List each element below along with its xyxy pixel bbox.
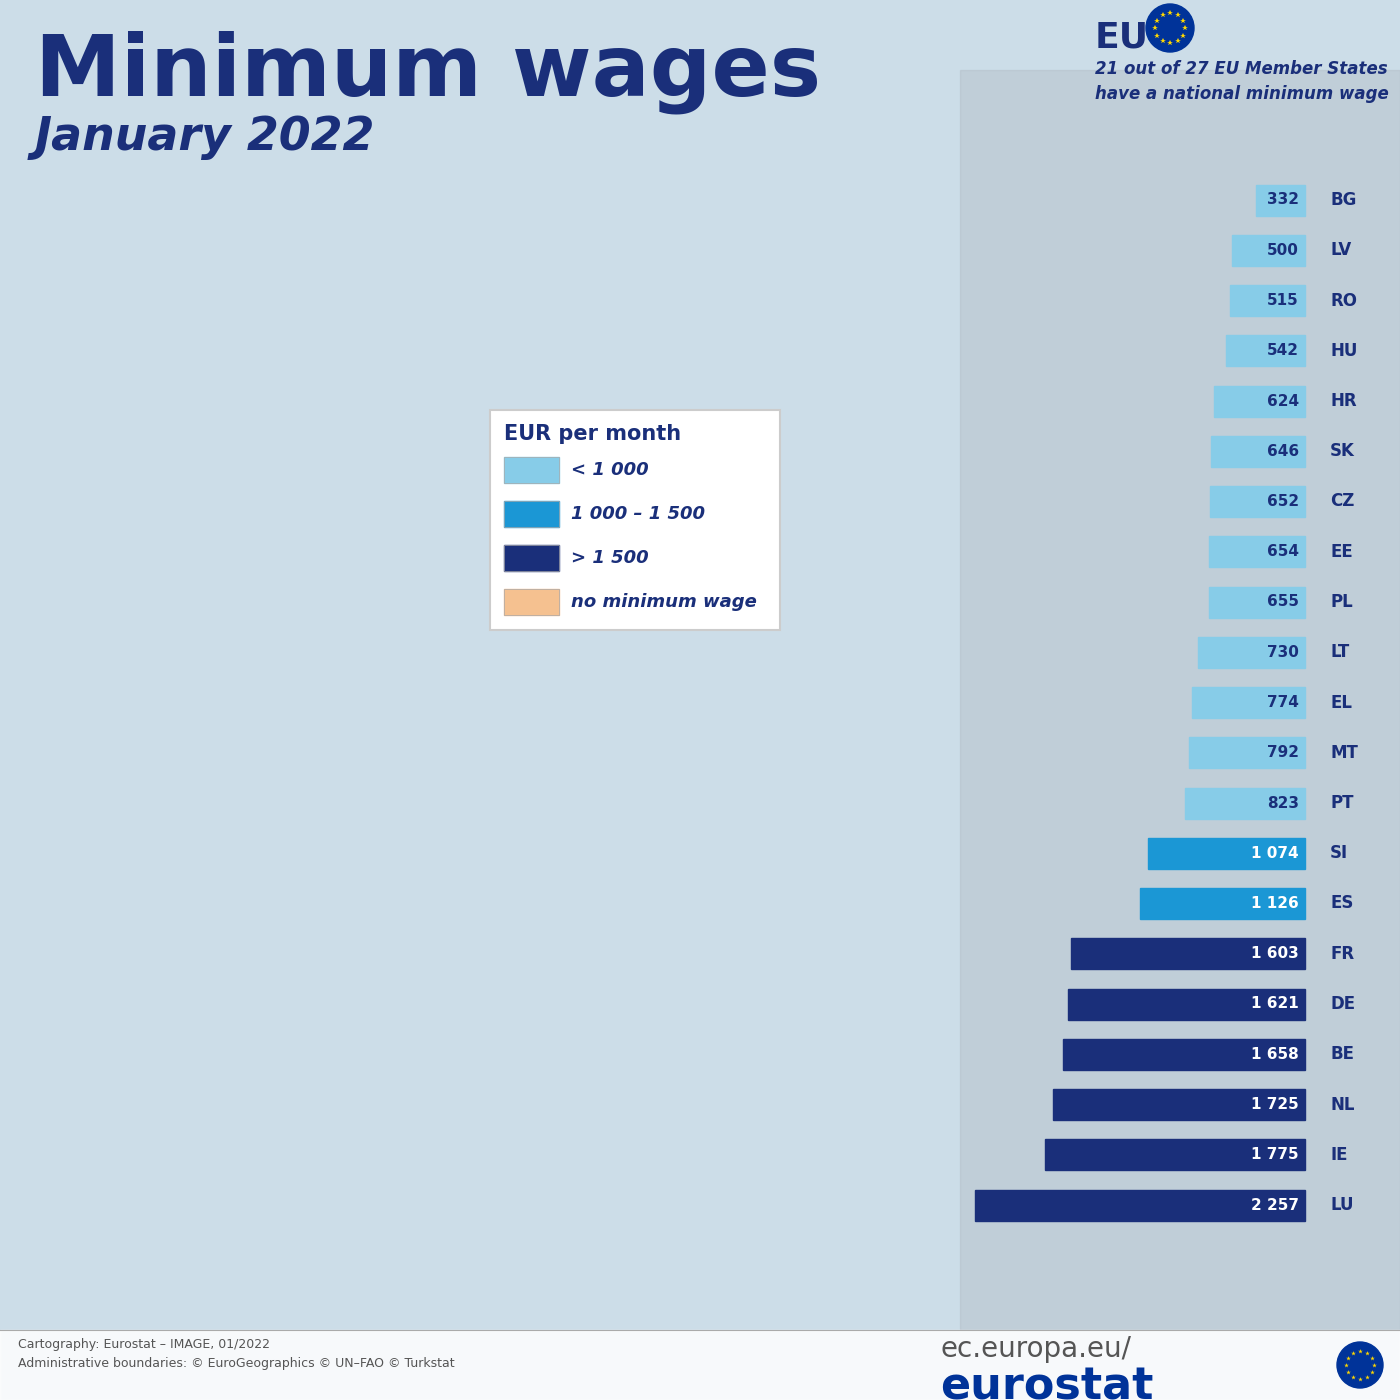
Bar (1226, 335, 1305, 367)
Bar (504, 501, 559, 526)
Circle shape (1147, 4, 1194, 52)
Text: 823: 823 (1267, 795, 1299, 811)
Bar (504, 545, 559, 571)
Bar (974, 1190, 1305, 1221)
Text: EUR per month: EUR per month (504, 424, 682, 444)
Bar (1046, 1140, 1305, 1170)
FancyBboxPatch shape (490, 410, 780, 630)
Text: IE: IE (1330, 1145, 1347, 1163)
Text: no minimum wage: no minimum wage (571, 594, 757, 610)
Text: HU: HU (1330, 342, 1358, 360)
Bar (1191, 687, 1305, 718)
Text: SK: SK (1330, 442, 1355, 461)
Text: 792: 792 (1267, 745, 1299, 760)
Text: 652: 652 (1267, 494, 1299, 510)
Text: BG: BG (1330, 190, 1357, 209)
Bar (1256, 185, 1305, 216)
Text: ec.europa.eu/: ec.europa.eu/ (939, 1336, 1131, 1364)
Text: 332: 332 (1267, 192, 1299, 207)
Text: LT: LT (1330, 643, 1350, 661)
Text: 1 126: 1 126 (1252, 896, 1299, 911)
Bar (960, 70, 1400, 1330)
Text: 21 out of 27 EU Member States
have a national minimum wage: 21 out of 27 EU Member States have a nat… (1095, 60, 1389, 104)
Text: Minimum wages: Minimum wages (35, 29, 822, 113)
Bar (1189, 738, 1305, 769)
Text: EL: EL (1330, 693, 1352, 711)
Bar (1229, 286, 1305, 316)
Text: SI: SI (1330, 844, 1348, 862)
Text: > 1 500: > 1 500 (571, 549, 648, 567)
Text: < 1 000: < 1 000 (571, 461, 648, 479)
Text: BE: BE (1330, 1046, 1354, 1063)
Text: 1 725: 1 725 (1252, 1098, 1299, 1112)
Text: PL: PL (1330, 594, 1352, 610)
Text: 646: 646 (1267, 444, 1299, 459)
Text: 774: 774 (1267, 694, 1299, 710)
Bar (1198, 637, 1305, 668)
Bar (1053, 1089, 1305, 1120)
Bar (504, 589, 559, 615)
Text: LU: LU (1330, 1196, 1354, 1214)
Bar (504, 545, 559, 571)
Text: EE: EE (1330, 543, 1352, 561)
Text: 500: 500 (1267, 242, 1299, 258)
Text: RO: RO (1330, 291, 1357, 309)
Bar (0, 1330, 1400, 1400)
Text: NL: NL (1330, 1095, 1355, 1113)
Text: 2 257: 2 257 (1252, 1197, 1299, 1212)
Bar (1210, 587, 1305, 617)
Text: 515: 515 (1267, 293, 1299, 308)
Text: LV: LV (1330, 241, 1351, 259)
Bar (1211, 435, 1305, 466)
Text: 1 603: 1 603 (1252, 946, 1299, 962)
Bar (504, 456, 559, 483)
Bar (1148, 837, 1305, 869)
Bar (1184, 787, 1305, 819)
Text: PT: PT (1330, 794, 1354, 812)
Bar (1214, 385, 1305, 417)
Bar (1071, 938, 1305, 969)
Text: DE: DE (1330, 995, 1355, 1014)
Bar (504, 589, 559, 615)
Bar (504, 501, 559, 526)
Text: 730: 730 (1267, 645, 1299, 659)
Bar (1141, 888, 1305, 918)
Bar (1210, 536, 1305, 567)
Text: 1 000 – 1 500: 1 000 – 1 500 (571, 505, 706, 524)
Text: CZ: CZ (1330, 493, 1354, 511)
Text: 1 621: 1 621 (1252, 997, 1299, 1011)
Bar (1210, 486, 1305, 517)
Text: 542: 542 (1267, 343, 1299, 358)
Bar (1232, 235, 1305, 266)
Bar (1068, 988, 1305, 1019)
Text: EU: EU (1095, 20, 1149, 55)
Text: 624: 624 (1267, 393, 1299, 409)
Text: MT: MT (1330, 743, 1358, 762)
Text: HR: HR (1330, 392, 1357, 410)
Text: 655: 655 (1267, 595, 1299, 609)
Circle shape (1337, 1343, 1383, 1387)
Bar (1063, 1039, 1305, 1070)
Bar (504, 456, 559, 483)
Text: 654: 654 (1267, 545, 1299, 559)
Text: ES: ES (1330, 895, 1354, 913)
Text: Cartography: Eurostat – IMAGE, 01/2022
Administrative boundaries: © EuroGeograph: Cartography: Eurostat – IMAGE, 01/2022 A… (18, 1338, 455, 1371)
Text: January 2022: January 2022 (35, 115, 375, 160)
Text: eurostat: eurostat (939, 1366, 1154, 1400)
Text: FR: FR (1330, 945, 1354, 963)
Text: 1 775: 1 775 (1252, 1147, 1299, 1162)
Text: 1 074: 1 074 (1252, 846, 1299, 861)
Text: 1 658: 1 658 (1252, 1047, 1299, 1061)
